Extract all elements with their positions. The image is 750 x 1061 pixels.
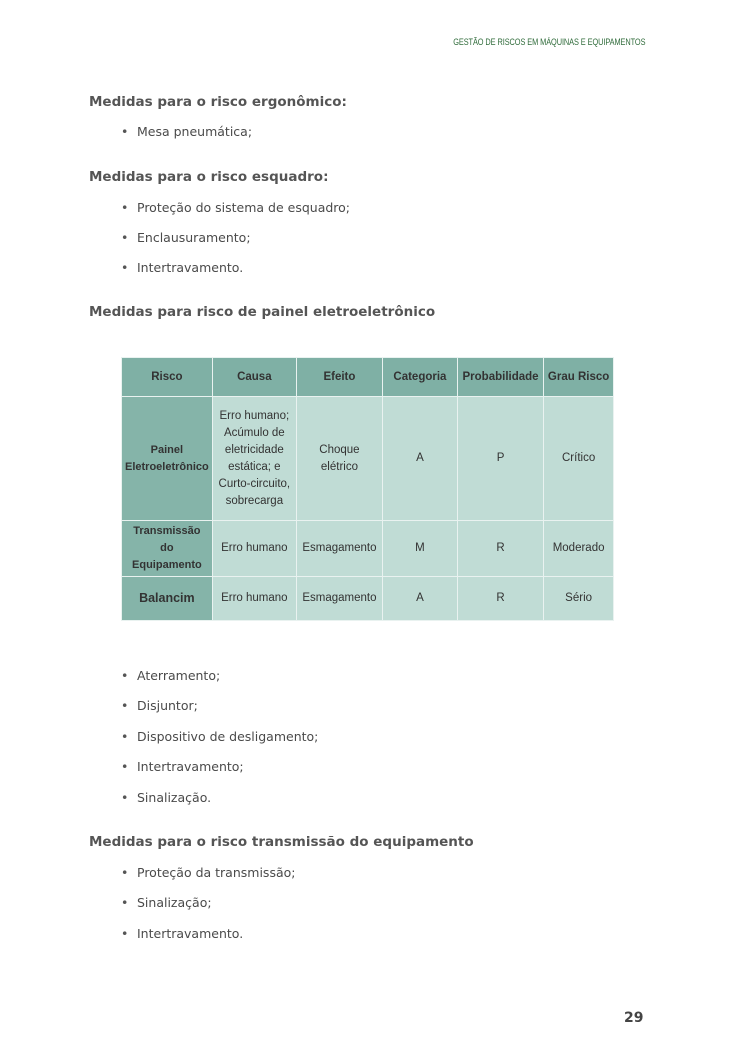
risk-cell: Balancim <box>121 576 213 621</box>
table-row: Painel Eletroeletrônico Erro humano; Acú… <box>121 396 614 521</box>
header-cell: Causa <box>211 357 297 397</box>
table-row: Balancim Erro humano Esmagamento A R Sér… <box>121 576 614 621</box>
list-item: Mesa pneumática; <box>121 124 252 139</box>
table-cell: Sério <box>543 576 614 621</box>
list-item: Disjuntor; <box>121 698 198 713</box>
list-item: Intertravamento; <box>121 759 244 774</box>
list-item: Enclausuramento; <box>121 230 251 245</box>
risk-cell: Transmissão do Equipamento <box>121 520 213 577</box>
heading-painel: Medidas para risco de painel eletroeletr… <box>89 304 436 320</box>
list-item: Intertravamento. <box>121 260 243 275</box>
table-cell: Choque elétrico <box>295 396 383 521</box>
header-cell: Risco <box>121 357 213 397</box>
page-number: 29 <box>624 1010 644 1026</box>
table-cell: M <box>381 520 458 577</box>
header-cell: Probabilidade <box>456 357 545 397</box>
table-cell: Esmagamento <box>295 520 383 577</box>
table-cell: A <box>381 396 458 521</box>
table-cell: R <box>456 576 545 621</box>
list-item: Aterramento; <box>121 668 220 683</box>
table-cell: A <box>381 576 458 621</box>
list-item: Dispositivo de desligamento; <box>121 729 318 744</box>
heading-esquadro: Medidas para o risco esquadro: <box>89 169 329 185</box>
list-item: Proteção do sistema de esquadro; <box>121 200 350 215</box>
table-header-row: Risco Causa Efeito Categoria Probabilida… <box>121 357 614 397</box>
table-cell: Erro humano <box>211 576 297 621</box>
risk-cell: Painel Eletroeletrônico <box>121 396 213 521</box>
list-item: Proteção da transmissão; <box>121 865 295 880</box>
heading-transmissao: Medidas para o risco transmissão do equi… <box>89 834 474 850</box>
table-cell: P <box>456 396 545 521</box>
table-cell: Moderado <box>543 520 614 577</box>
list-item: Sinalização; <box>121 895 212 910</box>
list-item: Sinalização. <box>121 790 211 805</box>
table-cell: R <box>456 520 545 577</box>
heading-ergonomic: Medidas para o risco ergonômico: <box>89 94 347 110</box>
table-row: Transmissão do Equipamento Erro humano E… <box>121 520 614 577</box>
running-header: GESTÃO DE RISCOS EM MÁQUINAS E EQUIPAMEN… <box>452 37 645 47</box>
header-cell: Categoria <box>381 357 458 397</box>
table-cell: Erro humano <box>211 520 297 577</box>
header-cell: Efeito <box>295 357 383 397</box>
risk-table: Risco Causa Efeito Categoria Probabilida… <box>121 357 614 621</box>
table-cell: Esmagamento <box>295 576 383 621</box>
list-item: Intertravamento. <box>121 926 243 941</box>
header-cell: Grau Risco <box>543 357 614 397</box>
table-cell: Crítico <box>543 396 614 521</box>
table-cell: Erro humano; Acúmulo de eletricidade est… <box>211 396 297 521</box>
